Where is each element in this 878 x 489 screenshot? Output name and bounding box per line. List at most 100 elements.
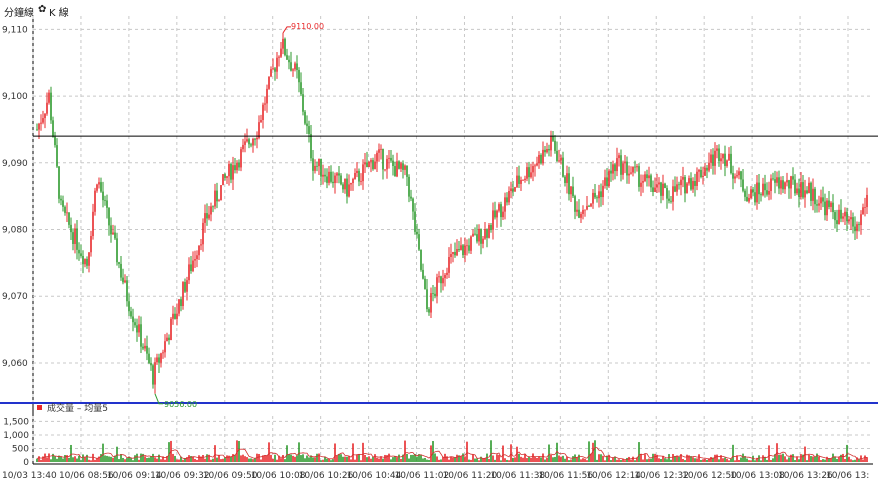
candle-body bbox=[228, 164, 230, 177]
volume-bar bbox=[76, 458, 78, 462]
volume-bar bbox=[388, 453, 390, 462]
volume-bar bbox=[800, 454, 802, 462]
candle-body bbox=[744, 190, 746, 197]
volume-bar bbox=[822, 459, 824, 462]
volume-bar bbox=[220, 459, 222, 462]
volume-bar bbox=[358, 454, 360, 462]
candle-body bbox=[74, 228, 76, 245]
candle-body bbox=[678, 184, 680, 186]
candle-body bbox=[612, 164, 614, 174]
candle-body bbox=[62, 200, 64, 207]
volume-bar bbox=[158, 454, 160, 462]
volume-bar bbox=[488, 458, 490, 462]
volume-bar bbox=[744, 456, 746, 462]
candle-body bbox=[748, 197, 750, 202]
candle-body bbox=[640, 182, 642, 187]
candle-body bbox=[670, 200, 672, 202]
price-tick-label: 9,070 bbox=[2, 292, 28, 302]
volume-bar bbox=[188, 455, 190, 462]
candle-body bbox=[466, 245, 468, 247]
candle-body bbox=[798, 188, 800, 197]
candle-body bbox=[76, 228, 78, 250]
volume-bar bbox=[136, 453, 138, 462]
candle-body bbox=[674, 186, 676, 192]
candle-body bbox=[436, 277, 438, 296]
volume-bar bbox=[704, 459, 706, 462]
volume-bar bbox=[52, 453, 54, 462]
candle-body bbox=[104, 200, 106, 201]
volume-bar bbox=[676, 455, 678, 462]
volume-bar bbox=[626, 457, 628, 462]
volume-bar bbox=[548, 444, 550, 462]
candle-body bbox=[68, 212, 70, 225]
volume-bar bbox=[622, 458, 624, 462]
candle-body bbox=[746, 196, 748, 202]
tab-kline[interactable]: K 線 bbox=[49, 8, 69, 19]
volume-bar bbox=[102, 443, 104, 462]
high-annotation-label: 9110.00 bbox=[291, 22, 324, 31]
tab-minute-line[interactable]: 分鐘線 bbox=[4, 8, 34, 19]
candle-body bbox=[388, 157, 390, 159]
candle-body bbox=[386, 158, 388, 170]
candle-body bbox=[534, 165, 536, 167]
candle-body bbox=[682, 177, 684, 180]
volume-bar bbox=[272, 458, 274, 462]
volume-bar bbox=[246, 457, 248, 462]
candle-body bbox=[702, 175, 704, 178]
candle-body bbox=[654, 187, 656, 192]
volume-bar bbox=[644, 454, 646, 462]
candle-body bbox=[472, 233, 474, 237]
volume-bar bbox=[332, 459, 334, 462]
volume-bar bbox=[516, 446, 518, 462]
volume-bar bbox=[712, 457, 714, 462]
candle-body bbox=[792, 176, 794, 180]
kline-tab-icon[interactable]: ✿ bbox=[38, 4, 47, 15]
candle-body bbox=[698, 169, 700, 172]
candle-body bbox=[676, 184, 678, 192]
volume-bar bbox=[514, 457, 516, 462]
candle-body bbox=[814, 188, 816, 205]
volume-bar bbox=[730, 458, 732, 462]
candle-body bbox=[46, 102, 48, 114]
volume-bar bbox=[64, 454, 66, 462]
candle-body bbox=[528, 167, 530, 178]
candle-body bbox=[786, 180, 788, 183]
candle-body bbox=[692, 180, 694, 190]
candle-body bbox=[410, 196, 412, 199]
candle-body bbox=[422, 269, 424, 279]
volume-bar bbox=[172, 453, 174, 462]
volume-bar bbox=[148, 457, 150, 462]
volume-bar bbox=[616, 459, 618, 462]
candle-body bbox=[830, 202, 832, 207]
candle-body bbox=[762, 183, 764, 196]
candle-body bbox=[304, 111, 306, 124]
volume-bar bbox=[686, 454, 688, 462]
volume-bar bbox=[790, 454, 792, 462]
candle-body bbox=[650, 175, 652, 188]
volume-bar bbox=[490, 440, 492, 462]
candle-body bbox=[512, 188, 514, 192]
candle-body bbox=[102, 191, 104, 201]
candle-body bbox=[658, 182, 660, 185]
candle-body bbox=[840, 209, 842, 219]
volume-bar bbox=[724, 457, 726, 462]
candle-body bbox=[826, 200, 828, 216]
price-tick-label: 9,060 bbox=[2, 359, 28, 369]
volume-bar bbox=[112, 457, 114, 462]
candle-body bbox=[624, 161, 626, 164]
volume-bar bbox=[664, 458, 666, 462]
candle-body bbox=[506, 197, 508, 203]
candle-body bbox=[226, 176, 228, 178]
candle-body bbox=[400, 163, 402, 169]
candle-body bbox=[626, 161, 628, 176]
candle-body bbox=[202, 222, 204, 245]
candle-body bbox=[116, 238, 118, 263]
x-tick-label: 10/06 11:38 bbox=[490, 471, 545, 481]
volume-bar bbox=[614, 456, 616, 462]
volume-bar bbox=[854, 459, 856, 462]
candle-body bbox=[452, 252, 454, 255]
candle-body bbox=[556, 150, 558, 161]
volume-bar bbox=[600, 454, 602, 462]
volume-bar bbox=[856, 457, 858, 462]
volume-bar bbox=[88, 459, 90, 462]
